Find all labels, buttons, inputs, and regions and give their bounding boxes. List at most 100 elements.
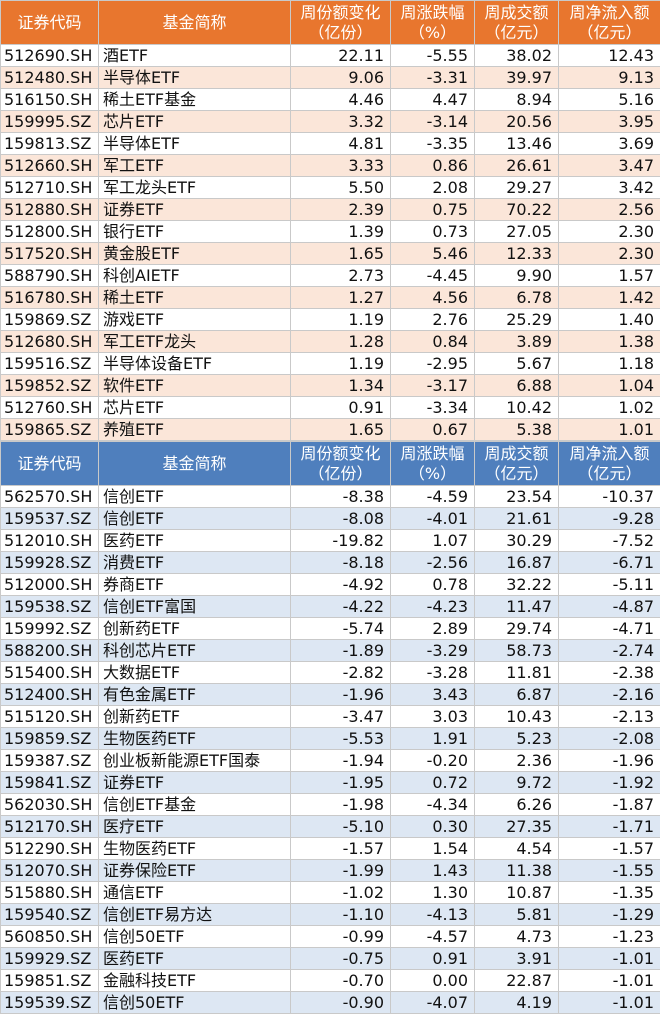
cell-share-change: 0.91 — [290, 396, 391, 419]
cell-net-flow: -1.87 — [558, 793, 660, 816]
table-row: 512290.SH 生物医药ETF -1.57 1.54 4.54 -1.57 — [0, 837, 660, 860]
cell-code: 512800.SH — [0, 220, 99, 243]
cell-turnover: 11.47 — [474, 595, 559, 618]
header-pct-change: 周涨跌幅 （%） — [390, 0, 475, 45]
table-row: 512480.SH 半导体ETF 9.06 -3.31 39.97 9.13 — [0, 66, 660, 89]
cell-pct-change: 0.75 — [390, 198, 475, 221]
cell-code: 516150.SH — [0, 88, 99, 111]
cell-code: 512290.SH — [0, 837, 99, 860]
cell-share-change: 1.28 — [290, 330, 391, 353]
cell-net-flow: -1.29 — [558, 903, 660, 926]
inflow-table-header: 证券代码 基金简称 周份额变化 （亿份） 周涨跌幅 （%） 周成交额 （亿元） 周净流… — [0, 0, 660, 45]
table-row: 512400.SH 有色金属ETF -1.96 3.43 6.87 -2.16 — [0, 683, 660, 706]
cell-net-flow: 1.42 — [558, 286, 660, 309]
cell-turnover: 5.38 — [474, 418, 559, 441]
cell-code: 512170.SH — [0, 815, 99, 838]
cell-net-flow: -9.28 — [558, 507, 660, 530]
table-row: 512170.SH 医疗ETF -5.10 0.30 27.35 -1.71 — [0, 815, 660, 838]
cell-pct-change: -3.28 — [390, 661, 475, 684]
cell-fund-name: 信创ETF — [98, 485, 291, 508]
cell-code: 159539.SZ — [0, 991, 99, 1014]
cell-pct-change: 0.91 — [390, 947, 475, 970]
table-row: 159869.SZ 游戏ETF 1.19 2.76 25.29 1.40 — [0, 308, 660, 331]
cell-net-flow: 3.47 — [558, 154, 660, 177]
cell-net-flow: -1.55 — [558, 859, 660, 882]
cell-net-flow: -1.01 — [558, 991, 660, 1014]
cell-turnover: 12.33 — [474, 242, 559, 265]
table-row: 512690.SH 酒ETF 22.11 -5.55 38.02 12.43 — [0, 44, 660, 67]
cell-fund-name: 生物医药ETF — [98, 727, 291, 750]
table-row: 159852.SZ 软件ETF 1.34 -3.17 6.88 1.04 — [0, 374, 660, 397]
cell-net-flow: -4.87 — [558, 595, 660, 618]
cell-turnover: 5.81 — [474, 903, 559, 926]
header-name: 基金简称 — [98, 0, 291, 45]
cell-code: 159851.SZ — [0, 969, 99, 992]
header-net-flow: 周净流入额 （亿元） — [558, 0, 660, 45]
cell-pct-change: 1.43 — [390, 859, 475, 882]
cell-net-flow: -2.13 — [558, 705, 660, 728]
header-name: 基金简称 — [98, 441, 291, 486]
cell-net-flow: 1.01 — [558, 418, 660, 441]
cell-code: 512070.SH — [0, 859, 99, 882]
cell-turnover: 32.22 — [474, 573, 559, 596]
cell-share-change: -2.82 — [290, 661, 391, 684]
cell-share-change: 1.19 — [290, 308, 391, 331]
cell-share-change: -0.75 — [290, 947, 391, 970]
cell-turnover: 27.05 — [474, 220, 559, 243]
cell-pct-change: 1.91 — [390, 727, 475, 750]
cell-share-change: -1.95 — [290, 771, 391, 794]
table-row: 516780.SH 稀土ETF 1.27 4.56 6.78 1.42 — [0, 286, 660, 309]
cell-net-flow: 3.42 — [558, 176, 660, 199]
cell-code: 159841.SZ — [0, 771, 99, 794]
cell-turnover: 4.73 — [474, 925, 559, 948]
cell-turnover: 6.26 — [474, 793, 559, 816]
cell-pct-change: -4.07 — [390, 991, 475, 1014]
cell-pct-change: 3.43 — [390, 683, 475, 706]
header-net-flow: 周净流入额 （亿元） — [558, 441, 660, 486]
cell-net-flow: -2.74 — [558, 639, 660, 662]
cell-code: 588200.SH — [0, 639, 99, 662]
table-row: 512880.SH 证券ETF 2.39 0.75 70.22 2.56 — [0, 198, 660, 221]
cell-net-flow: 9.13 — [558, 66, 660, 89]
table-row: 515400.SH 大数据ETF -2.82 -3.28 11.81 -2.38 — [0, 661, 660, 684]
table-row: 159992.SZ 创新药ETF -5.74 2.89 29.74 -4.71 — [0, 617, 660, 640]
cell-pct-change: 0.84 — [390, 330, 475, 353]
cell-fund-name: 信创ETF易方达 — [98, 903, 291, 926]
cell-pct-change: -3.31 — [390, 66, 475, 89]
cell-turnover: 6.87 — [474, 683, 559, 706]
cell-share-change: -8.08 — [290, 507, 391, 530]
cell-code: 159865.SZ — [0, 418, 99, 441]
cell-code: 512000.SH — [0, 573, 99, 596]
cell-share-change: -1.94 — [290, 749, 391, 772]
cell-fund-name: 信创ETF基金 — [98, 793, 291, 816]
cell-code: 517520.SH — [0, 242, 99, 265]
cell-share-change: -8.18 — [290, 551, 391, 574]
cell-code: 159995.SZ — [0, 110, 99, 133]
cell-code: 159869.SZ — [0, 308, 99, 331]
table-row: 159859.SZ 生物医药ETF -5.53 1.91 5.23 -2.08 — [0, 727, 660, 750]
cell-turnover: 29.27 — [474, 176, 559, 199]
cell-pct-change: 2.76 — [390, 308, 475, 331]
cell-code: 159928.SZ — [0, 551, 99, 574]
cell-share-change: -1.99 — [290, 859, 391, 882]
table-row: 560850.SH 信创50ETF -0.99 -4.57 4.73 -1.23 — [0, 925, 660, 948]
cell-share-change: -1.10 — [290, 903, 391, 926]
cell-fund-name: 黄金股ETF — [98, 242, 291, 265]
cell-pct-change: 4.56 — [390, 286, 475, 309]
header-share-change: 周份额变化 （亿份） — [290, 441, 391, 486]
table-row: 159841.SZ 证券ETF -1.95 0.72 9.72 -1.92 — [0, 771, 660, 794]
cell-pct-change: 0.00 — [390, 969, 475, 992]
table-row: 512800.SH 银行ETF 1.39 0.73 27.05 2.30 — [0, 220, 660, 243]
cell-pct-change: 1.07 — [390, 529, 475, 552]
table-row: 562570.SH 信创ETF -8.38 -4.59 23.54 -10.37 — [0, 485, 660, 508]
cell-turnover: 39.97 — [474, 66, 559, 89]
cell-fund-name: 酒ETF — [98, 44, 291, 67]
cell-pct-change: 0.72 — [390, 771, 475, 794]
table-row: 159929.SZ 医药ETF -0.75 0.91 3.91 -1.01 — [0, 947, 660, 970]
outflow-table: 证券代码 基金简称 周份额变化 （亿份） 周涨跌幅 （%） 周成交额 （亿元） 周净流… — [0, 441, 660, 1014]
cell-turnover: 3.89 — [474, 330, 559, 353]
cell-net-flow: -10.37 — [558, 485, 660, 508]
cell-pct-change: 2.08 — [390, 176, 475, 199]
cell-fund-name: 创业板新能源ETF国泰 — [98, 749, 291, 772]
cell-code: 159537.SZ — [0, 507, 99, 530]
